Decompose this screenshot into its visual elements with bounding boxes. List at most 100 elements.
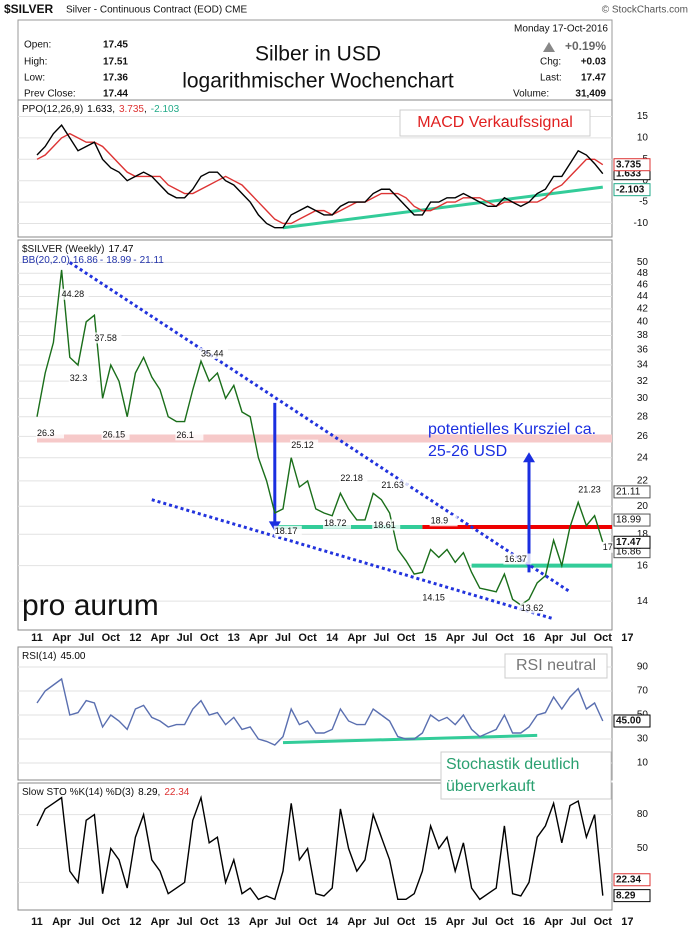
legend-text: , bbox=[158, 787, 161, 798]
title: Silber in USD bbox=[255, 43, 381, 66]
title: logarithmischer Wochenchart bbox=[182, 70, 454, 93]
value-label: 45.00 bbox=[616, 716, 641, 727]
change-pct: +0.19% bbox=[565, 39, 606, 53]
x-tick-label: Jul bbox=[373, 632, 389, 644]
legend-text: , bbox=[144, 104, 147, 115]
y-tick-label: 28 bbox=[637, 411, 649, 422]
extreme-label: 26.3 bbox=[37, 428, 55, 438]
series-line bbox=[36, 123, 604, 229]
y-tick-label: 42 bbox=[637, 303, 649, 314]
extreme-label: 26.1 bbox=[176, 430, 194, 440]
extreme-box bbox=[101, 428, 130, 440]
y-tick-label: 20 bbox=[637, 501, 649, 512]
logo: pro aurum bbox=[22, 589, 159, 622]
annotation-box bbox=[440, 751, 612, 800]
extreme-label: 44.28 bbox=[62, 289, 85, 299]
annotation: potentielles Kursziel ca. bbox=[428, 421, 596, 438]
info-value: +0.03 bbox=[581, 57, 607, 68]
extreme-box bbox=[175, 429, 204, 441]
y-tick-label: 38 bbox=[637, 330, 649, 341]
x-tick-label: Jul bbox=[177, 916, 193, 928]
info-value: 17.47 bbox=[581, 73, 606, 84]
credit: © StockCharts.com bbox=[602, 5, 688, 16]
value-box bbox=[613, 889, 651, 903]
legend: PPO(12,26,9) 1.633, 3.735, -2.103 bbox=[22, 104, 180, 115]
legend-text: 1.633 bbox=[87, 104, 112, 115]
x-tick-label: Jul bbox=[472, 632, 488, 644]
y-tick-label: 46 bbox=[637, 279, 649, 290]
value-box bbox=[613, 158, 651, 172]
value-label: 8.29 bbox=[616, 890, 636, 901]
y-tick-label: 36 bbox=[637, 344, 649, 355]
x-tick-label: Jul bbox=[177, 632, 193, 644]
legend-text: Slow STO %K(14) %D(3) bbox=[22, 787, 134, 798]
legend-text: 17.47 bbox=[108, 244, 133, 255]
trend-line bbox=[68, 261, 571, 594]
x-tick-label: Oct bbox=[102, 632, 121, 644]
extreme-label: 21.23 bbox=[578, 485, 601, 495]
x-tick-label: 15 bbox=[424, 632, 436, 644]
x-tick-label: Oct bbox=[200, 632, 219, 644]
legend: Slow STO %K(14) %D(3) 8.29, 22.34 bbox=[22, 787, 190, 798]
y-tick-label: 16 bbox=[637, 560, 649, 571]
value-label: 21.11 bbox=[616, 487, 641, 498]
series-line bbox=[36, 794, 604, 901]
annotation-box bbox=[504, 653, 608, 679]
x-tick-label: Jul bbox=[275, 632, 291, 644]
y-tick-label: 14 bbox=[637, 596, 649, 607]
y-tick-label: -10 bbox=[634, 218, 649, 229]
x-tick-label: 14 bbox=[326, 916, 339, 928]
x-tick-label: Oct bbox=[495, 632, 514, 644]
x-tick-label: Apr bbox=[544, 632, 564, 644]
info-value: 17.45 bbox=[103, 40, 128, 51]
x-tick-label: Oct bbox=[298, 916, 317, 928]
value-box bbox=[613, 714, 651, 728]
extreme-label: 16.37 bbox=[504, 554, 527, 564]
legend-text: PPO(12,26,9) bbox=[22, 104, 83, 115]
extreme-label: 37.58 bbox=[94, 333, 117, 343]
extreme-label: 18.9 bbox=[431, 516, 449, 526]
info-label: Chg: bbox=[540, 57, 561, 68]
x-tick-label: Oct bbox=[298, 632, 317, 644]
x-tick-label: Oct bbox=[397, 916, 416, 928]
x-tick-label: Jul bbox=[78, 916, 94, 928]
up-arrow bbox=[543, 42, 555, 52]
extreme-box bbox=[380, 479, 409, 491]
y-tick-label: 30 bbox=[637, 734, 649, 745]
value-label: -2.103 bbox=[616, 184, 645, 195]
info-label: Low: bbox=[24, 73, 45, 84]
annotation: MACD Verkaufssignal bbox=[417, 114, 573, 131]
y-tick-label: 80 bbox=[637, 809, 649, 820]
value-label: 18.99 bbox=[616, 515, 641, 526]
symbol: $SILVER bbox=[4, 2, 53, 16]
x-tick-label: 13 bbox=[228, 632, 240, 644]
series-line bbox=[36, 132, 604, 225]
legend-text: 45.00 bbox=[60, 651, 85, 662]
value-box bbox=[613, 485, 651, 499]
legend-text: 18.99 bbox=[106, 255, 131, 266]
x-tick-label: Apr bbox=[249, 916, 269, 928]
extreme-box bbox=[200, 348, 228, 360]
y-tick-label: 34 bbox=[637, 360, 649, 371]
y-tick-label: 90 bbox=[637, 662, 649, 673]
value-label: 17.47 bbox=[616, 537, 641, 548]
x-tick-label: Jul bbox=[78, 632, 94, 644]
arrow-head bbox=[523, 452, 535, 463]
legend: RSI(14) 45.00 bbox=[22, 651, 86, 662]
legend: $SILVER (Weekly) 17.47 bbox=[22, 244, 134, 255]
series-line bbox=[36, 677, 604, 746]
y-tick-label: 10 bbox=[637, 758, 649, 769]
legend-text: 8.29 bbox=[138, 787, 158, 798]
extreme-box bbox=[273, 525, 302, 537]
info-label: High: bbox=[24, 57, 47, 68]
legend-text: 21.11 bbox=[140, 255, 165, 266]
x-tick-label: Apr bbox=[347, 916, 367, 928]
extreme-label: 32.3 bbox=[70, 373, 88, 383]
y-tick-label: 26 bbox=[637, 431, 649, 442]
extreme-box bbox=[429, 515, 458, 527]
extreme-box bbox=[68, 372, 97, 384]
x-tick-label: Apr bbox=[151, 632, 171, 644]
extreme-label: 26.15 bbox=[103, 429, 126, 439]
legend-text: , bbox=[112, 104, 115, 115]
